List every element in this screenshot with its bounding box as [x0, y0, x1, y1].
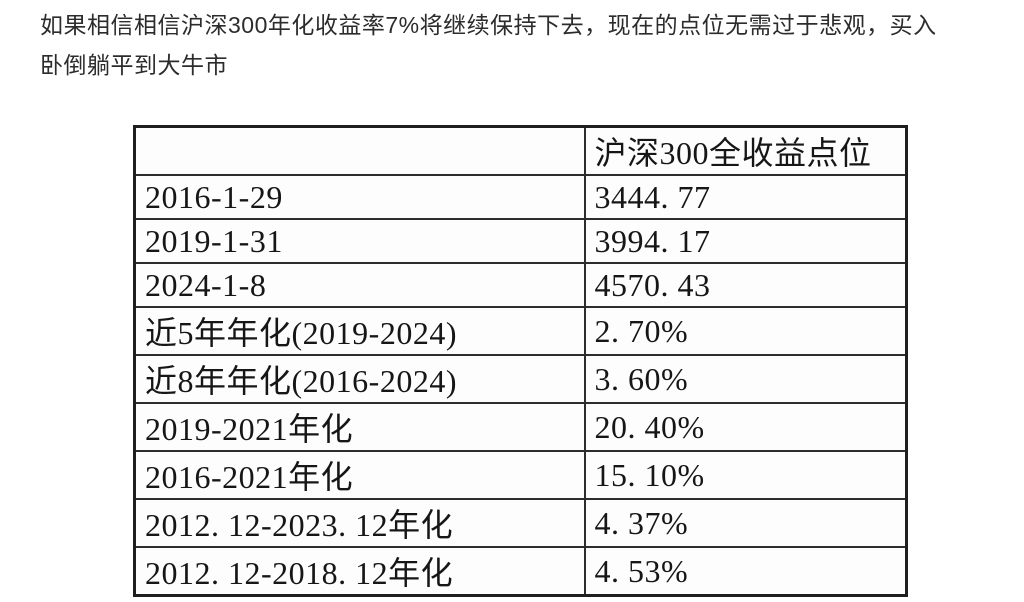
table-cell-value: 3444. 77: [583, 174, 908, 220]
post-text: 如果相信相信沪深300年化收益率7%将继续保持下去，现在的点位无需过于悲观，买入…: [40, 5, 1000, 85]
table-cell-label: 近5年年化(2019-2024): [133, 306, 586, 356]
table-header-empty-cell: [133, 125, 586, 176]
table-cell-value: 4570. 43: [583, 262, 908, 308]
table-cell-label: 2016-2021年化: [133, 450, 586, 500]
table-row: 2019-2021年化 20. 40%: [133, 402, 908, 452]
post-text-line-2: 卧倒躺平到大牛市: [40, 52, 228, 78]
table-cell-value: 15. 10%: [583, 450, 908, 500]
table-row: 2016-2021年化 15. 10%: [133, 450, 908, 500]
table-header-row: 沪深300全收益点位: [133, 125, 908, 176]
table-row: 2024-1-8 4570. 43: [133, 262, 908, 308]
table-cell-value: 3. 60%: [583, 354, 908, 404]
table-row: 2016-1-29 3444. 77: [133, 174, 908, 220]
table-row: 近8年年化(2016-2024) 3. 60%: [133, 354, 908, 404]
table-cell-value: 20. 40%: [583, 402, 908, 452]
table-cell-label: 2019-1-31: [133, 218, 586, 264]
table-header-index-points: 沪深300全收益点位: [583, 125, 908, 176]
table-row: 2019-1-31 3994. 17: [133, 218, 908, 264]
table-cell-label: 2016-1-29: [133, 174, 586, 220]
table-cell-label: 2012. 12-2018. 12年化: [133, 546, 586, 597]
table-cell-value: 4. 37%: [583, 498, 908, 548]
table-cell-label: 2024-1-8: [133, 262, 586, 308]
table-cell-value: 4. 53%: [583, 546, 908, 597]
table-cell-label: 近8年年化(2016-2024): [133, 354, 586, 404]
table-cell-value: 3994. 17: [583, 218, 908, 264]
table-row: 近5年年化(2019-2024) 2. 70%: [133, 306, 908, 356]
table-row: 2012. 12-2018. 12年化 4. 53%: [133, 546, 908, 597]
table-cell-label: 2012. 12-2023. 12年化: [133, 498, 586, 548]
returns-table: 沪深300全收益点位 2016-1-29 3444. 77 2019-1-31 …: [133, 125, 908, 597]
table-cell-value: 2. 70%: [583, 306, 908, 356]
post-text-line-1: 如果相信相信沪深300年化收益率7%将继续保持下去，现在的点位无需过于悲观，买入: [40, 12, 937, 38]
table-row: 2012. 12-2023. 12年化 4. 37%: [133, 498, 908, 548]
table-cell-label: 2019-2021年化: [133, 402, 586, 452]
